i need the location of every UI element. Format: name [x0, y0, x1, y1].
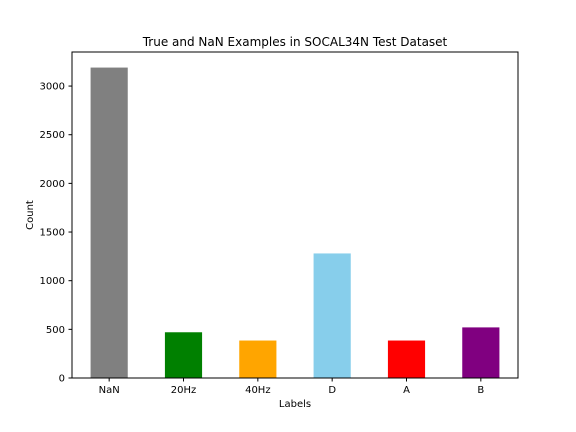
- y-axis-ticks: 0 500 1000 1500 2000 2500 3000: [40, 82, 72, 385]
- x-tick-label: NaN: [99, 385, 120, 396]
- x-axis-label: Labels: [279, 399, 311, 410]
- x-tick-label: D: [328, 385, 336, 396]
- y-tick-label: 1000: [40, 276, 65, 287]
- x-tick-label: A: [403, 385, 410, 396]
- y-tick-label: 2500: [40, 130, 65, 141]
- bar-nan: [90, 67, 128, 378]
- plot-frame: [71, 51, 519, 379]
- y-tick-label: 0: [59, 374, 65, 385]
- bar-d: [313, 253, 351, 378]
- y-axis-label: Count: [25, 200, 36, 230]
- y-tick-label: 500: [46, 325, 65, 336]
- x-tick-label: 20Hz: [171, 385, 197, 396]
- bar-a: [387, 340, 426, 378]
- bars-group: [90, 67, 500, 378]
- x-tick-label: 40Hz: [245, 385, 271, 396]
- x-tick-label: B: [477, 385, 484, 396]
- y-tick-label: 2000: [40, 179, 65, 190]
- bar-40hz: [239, 340, 277, 378]
- bar-b: [462, 327, 500, 378]
- x-axis-ticks: NaN 20Hz 40Hz D A B: [99, 378, 484, 396]
- y-tick-label: 1500: [40, 228, 65, 239]
- bar-20hz: [164, 332, 203, 378]
- y-tick-label: 3000: [40, 82, 65, 93]
- chart-title: True and NaN Examples in SOCAL34N Test D…: [142, 35, 448, 49]
